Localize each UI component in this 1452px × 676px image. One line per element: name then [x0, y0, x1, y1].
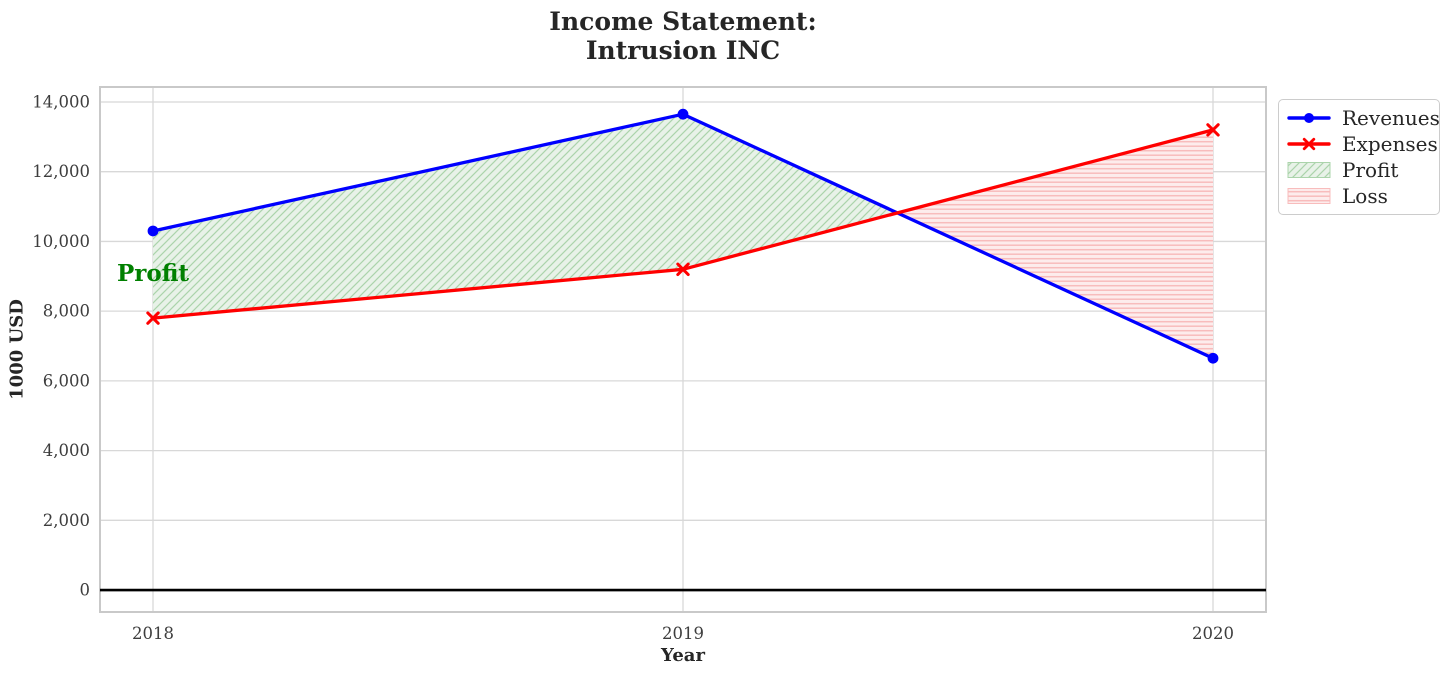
y-tick-label: 12,000	[32, 162, 90, 181]
data-point-marker	[147, 225, 159, 237]
legend: Revenues Expenses Profit Loss	[1278, 99, 1440, 215]
legend-item-loss: Loss	[1287, 183, 1431, 209]
x-tick-label: 2018	[132, 624, 174, 643]
profit-area	[153, 114, 898, 319]
y-tick-label: 8,000	[43, 302, 90, 321]
y-tick-label: 10,000	[32, 232, 90, 251]
data-point-marker	[1207, 352, 1219, 364]
plot-frame	[99, 86, 1267, 613]
loss-area	[897, 129, 1213, 359]
legend-label-loss: Loss	[1342, 184, 1388, 208]
x-tick-label: 2020	[1192, 624, 1234, 643]
chart-title-line-2: Intrusion INC	[585, 36, 781, 65]
data-point-marker	[1206, 123, 1220, 137]
y-tick-label: 2,000	[43, 511, 90, 530]
y-tick-label: 0	[80, 581, 91, 600]
legend-item-revenues: Revenues	[1287, 105, 1440, 131]
y-tick-label: 4,000	[43, 441, 90, 460]
legend-label-revenues: Revenues	[1342, 106, 1440, 130]
y-tick-label: 6,000	[43, 371, 90, 390]
revenues-line	[147, 108, 1219, 364]
legend-item-expenses: Expenses	[1287, 131, 1438, 157]
revenues-line-swatch	[1287, 113, 1331, 123]
loss-area-swatch	[1287, 188, 1331, 204]
x-tick-label: 2019	[662, 624, 704, 643]
x-axis-label: Year	[661, 645, 705, 666]
data-point-marker	[146, 311, 160, 325]
profit-annotation: Profit	[117, 260, 189, 287]
y-axis-label: 1000 USD	[6, 299, 28, 400]
y-tick-label: 14,000	[32, 92, 90, 111]
data-point-marker	[676, 262, 690, 277]
legend-label-profit: Profit	[1342, 158, 1399, 182]
chart-title: Income Statement: Intrusion INC	[100, 7, 1266, 65]
expenses-line	[146, 123, 1220, 325]
tick-labels: 0 2,000 4,000 6,000 8,000 10,000 12,000 14,000 2…	[32, 92, 1234, 643]
expenses-line-swatch	[1287, 137, 1331, 151]
legend-item-profit: Profit	[1287, 157, 1431, 183]
data-point-marker	[677, 108, 689, 120]
profit-area-swatch	[1287, 162, 1331, 178]
legend-label-expenses: Expenses	[1342, 132, 1438, 156]
chart-title-line-1: Income Statement:	[549, 7, 817, 36]
